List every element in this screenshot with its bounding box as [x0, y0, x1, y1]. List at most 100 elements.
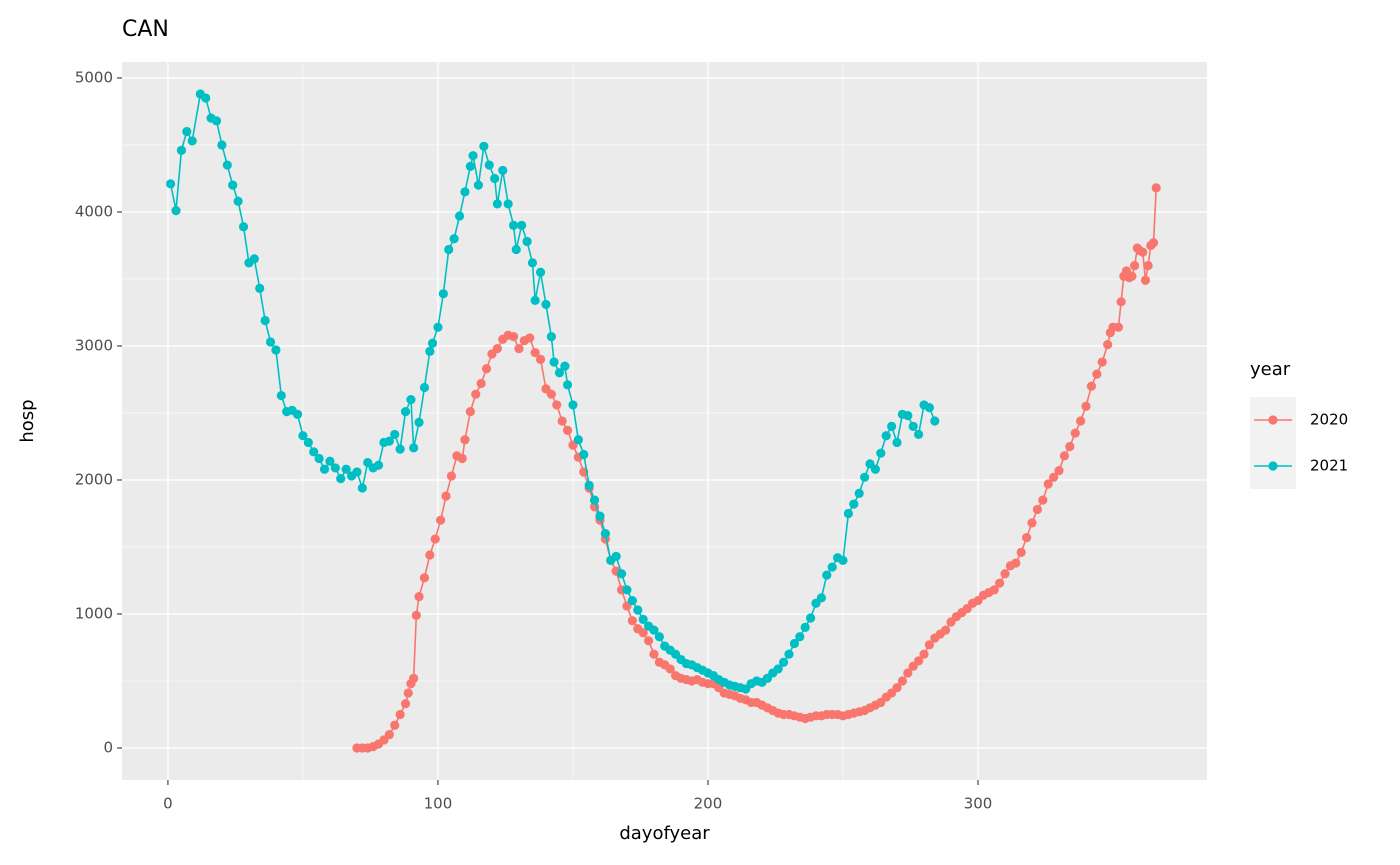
point: [400, 699, 411, 709]
point: [471, 389, 481, 399]
point: [546, 331, 556, 342]
point: [535, 267, 546, 277]
point: [1151, 183, 1161, 193]
point: [425, 550, 435, 560]
point: [444, 244, 454, 255]
point: [530, 348, 540, 358]
point: [584, 480, 594, 490]
point: [222, 160, 232, 170]
point: [395, 444, 405, 454]
point: [1016, 547, 1026, 557]
point: [330, 463, 340, 473]
point: [822, 570, 832, 580]
point: [484, 160, 494, 170]
panel: [122, 62, 1207, 780]
point: [454, 211, 465, 221]
point: [384, 436, 394, 446]
point: [465, 407, 475, 417]
point: [228, 180, 238, 190]
legend-point: [1268, 461, 1278, 471]
point: [627, 616, 637, 626]
point: [373, 460, 384, 470]
point: [795, 632, 805, 642]
point: [508, 220, 519, 230]
point: [276, 390, 286, 401]
point: [1097, 357, 1107, 367]
point: [481, 364, 492, 374]
point: [1138, 247, 1148, 257]
point: [843, 508, 853, 519]
y-tick-label: 0: [103, 738, 113, 756]
point: [411, 610, 421, 620]
point: [589, 495, 600, 505]
point: [492, 199, 502, 209]
y-tick-label: 5000: [75, 68, 113, 86]
point: [390, 720, 400, 730]
point: [522, 236, 532, 247]
point: [457, 453, 467, 464]
point: [187, 136, 197, 146]
point: [479, 141, 489, 151]
point: [649, 625, 659, 635]
point: [579, 449, 589, 460]
point: [511, 244, 521, 255]
point: [427, 338, 438, 348]
point: [1070, 428, 1080, 438]
point: [319, 464, 330, 474]
point: [211, 116, 222, 126]
point: [616, 569, 627, 579]
point: [238, 222, 249, 232]
legend-label: 2020: [1310, 411, 1348, 429]
point: [1049, 472, 1059, 482]
point: [849, 499, 859, 509]
point: [773, 664, 783, 674]
point: [805, 613, 816, 623]
point: [1000, 569, 1010, 579]
point: [176, 145, 187, 155]
point: [292, 409, 303, 419]
point: [903, 668, 913, 678]
legend-title: year: [1250, 359, 1291, 380]
point: [498, 165, 508, 176]
point: [789, 638, 799, 649]
point: [492, 344, 502, 354]
point: [1032, 504, 1043, 515]
point: [1116, 297, 1126, 307]
y-axis-title: hosp: [17, 399, 38, 442]
point: [390, 429, 400, 440]
point: [1043, 479, 1053, 489]
point: [649, 649, 659, 659]
point: [460, 435, 470, 445]
point: [468, 151, 478, 161]
y-tick-label: 4000: [75, 202, 113, 220]
point: [425, 346, 435, 356]
chart-title: CAN: [122, 17, 169, 42]
point: [1065, 441, 1075, 452]
point: [816, 593, 826, 603]
legend-point: [1268, 415, 1278, 425]
point: [557, 416, 567, 426]
point: [527, 258, 538, 268]
point: [654, 632, 664, 642]
point: [638, 628, 648, 638]
point: [638, 614, 648, 624]
point: [403, 688, 413, 698]
point: [406, 394, 416, 405]
point: [476, 378, 486, 389]
point: [325, 456, 335, 466]
point: [419, 573, 430, 583]
grid: [122, 62, 1207, 780]
point: [778, 657, 789, 667]
point: [914, 429, 924, 440]
x-tick-label: 300: [964, 795, 993, 813]
point: [665, 664, 675, 674]
point: [341, 464, 351, 474]
point: [881, 431, 891, 441]
point: [441, 491, 451, 501]
point: [892, 437, 902, 448]
legend-label: 2021: [1310, 457, 1348, 475]
point: [1130, 260, 1140, 271]
x-axis-title: dayofyear: [619, 823, 710, 844]
point: [460, 187, 470, 197]
point: [870, 464, 880, 474]
